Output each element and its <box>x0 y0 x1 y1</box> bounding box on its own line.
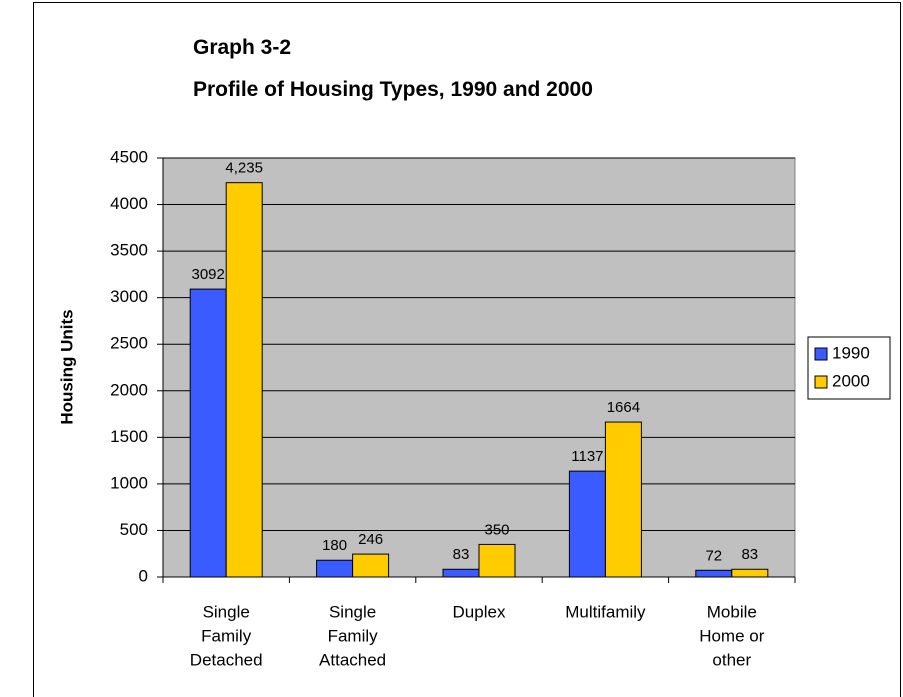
bar <box>442 568 480 578</box>
x-tick-label: Attached <box>319 650 386 669</box>
bar <box>316 559 354 578</box>
bar <box>604 421 642 578</box>
y-tick-label: 1000 <box>110 473 148 492</box>
bar <box>352 553 390 578</box>
x-tick-label: other <box>712 650 751 669</box>
bar <box>478 543 516 578</box>
bar <box>695 569 733 578</box>
y-axis-label: Housing Units <box>57 309 76 424</box>
y-tick-label: 2500 <box>110 334 148 353</box>
bar <box>731 568 769 578</box>
plot-area <box>162 157 796 578</box>
x-tick-label: Multifamily <box>565 602 646 621</box>
y-tick-label: 0 <box>139 566 148 585</box>
y-tick-label: 3000 <box>110 287 148 306</box>
value-label: 246 <box>358 531 383 548</box>
value-label: 83 <box>453 546 470 563</box>
x-tick-label: Detached <box>190 650 263 669</box>
value-label: 1664 <box>607 399 640 416</box>
legend-swatch <box>814 347 828 361</box>
value-label: 180 <box>322 537 347 554</box>
legend-label: 2000 <box>832 371 870 390</box>
x-tick-label: Family <box>328 626 379 645</box>
x-tick-label: Single <box>203 602 250 621</box>
y-tick-label: 1500 <box>110 427 148 446</box>
legend-label: 1990 <box>832 343 870 362</box>
y-tick-label: 4000 <box>110 194 148 213</box>
y-tick-label: 4500 <box>110 147 148 166</box>
legend <box>807 336 891 400</box>
x-tick-label: Mobile <box>707 602 757 621</box>
chart-title: Graph 3-2 <box>193 36 291 59</box>
bar <box>568 470 606 578</box>
value-label: 72 <box>705 547 722 564</box>
y-tick-label: 2000 <box>110 380 148 399</box>
bar <box>225 182 263 578</box>
value-label: 1137 <box>571 448 603 465</box>
value-label: 3092 <box>192 266 225 283</box>
bar <box>189 288 227 578</box>
x-tick-label: Home or <box>699 626 765 645</box>
value-label: 83 <box>741 546 758 563</box>
y-tick-label: 3500 <box>110 241 148 260</box>
x-tick-label: Family <box>201 626 252 645</box>
chart-subtitle: Profile of Housing Types, 1990 and 2000 <box>193 78 593 101</box>
y-tick-label: 500 <box>120 520 148 539</box>
value-label: 4,235 <box>225 160 263 177</box>
x-tick-label: Single <box>329 602 376 621</box>
value-label: 350 <box>484 521 509 538</box>
x-tick-label: Duplex <box>453 602 506 621</box>
legend-swatch <box>814 375 828 389</box>
